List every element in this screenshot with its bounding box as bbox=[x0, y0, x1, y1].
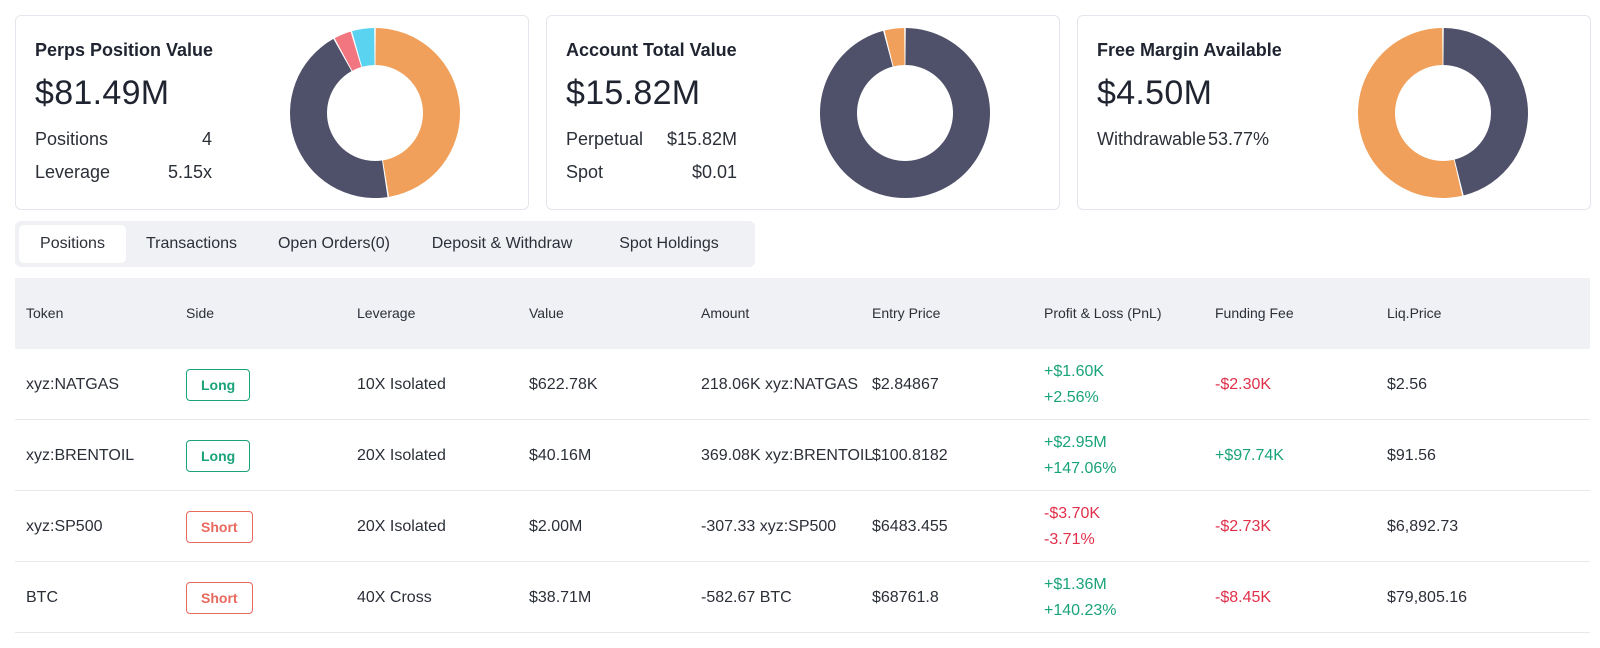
tab-spot-holdings[interactable]: Spot Holdings bbox=[619, 235, 719, 252]
header-value: Value bbox=[529, 305, 564, 321]
withdrawable-value: 53.77% bbox=[1208, 129, 1270, 149]
donut-segment-1 bbox=[290, 38, 388, 199]
summary-cards: Perps Position Value $81.49M Positions 4… bbox=[15, 15, 1591, 210]
table-row[interactable]: BTC Short 40X Cross $38.71M -582.67 BTC … bbox=[15, 562, 1590, 633]
card-value: $81.49M bbox=[35, 74, 170, 112]
positions-value: 4 bbox=[201, 129, 212, 149]
header-pnl: Profit & Loss (PnL) bbox=[1044, 305, 1162, 321]
amount-cell: -582.67 BTC bbox=[701, 589, 792, 606]
donut-segment-1 bbox=[884, 28, 905, 67]
donut-segment-1 bbox=[1358, 28, 1463, 199]
donut-segment-0 bbox=[375, 28, 460, 197]
pnl-percent: -3.71% bbox=[1044, 531, 1095, 548]
pnl-amount: +$1.60K bbox=[1044, 363, 1105, 380]
value-cell: $2.00M bbox=[529, 518, 583, 535]
token-cell: xyz:NATGAS bbox=[26, 376, 120, 393]
funding-fee-cell: -$2.73K bbox=[1215, 518, 1272, 535]
card-title: Free Margin Available bbox=[1097, 40, 1282, 60]
liq-price-cell: $6,892.73 bbox=[1387, 518, 1459, 535]
funding-fee-cell: -$8.45K bbox=[1215, 589, 1272, 606]
value-cell: $622.78K bbox=[529, 376, 598, 393]
positions-label: Positions bbox=[35, 129, 109, 149]
leverage-value: 5.15x bbox=[167, 162, 212, 182]
account-donut-chart bbox=[820, 28, 990, 199]
side-badge-short: Short bbox=[186, 582, 253, 614]
header-leverage: Leverage bbox=[357, 305, 416, 321]
perps-donut-chart bbox=[290, 28, 460, 199]
pnl-cell: +$1.36M +140.23% bbox=[1044, 562, 1117, 633]
amount-cell: 218.06K xyz:NATGAS bbox=[701, 376, 859, 393]
pnl-percent: +140.23% bbox=[1044, 602, 1117, 619]
card-value: $15.82M bbox=[566, 74, 701, 112]
entry-price-cell: $100.8182 bbox=[872, 447, 948, 464]
amount-cell: -307.33 xyz:SP500 bbox=[701, 518, 837, 535]
side-badge-long: Long bbox=[186, 369, 251, 401]
spot-label: Spot bbox=[566, 162, 604, 182]
donut-segment-0 bbox=[820, 28, 990, 199]
header-side: Side bbox=[186, 305, 215, 321]
value-cell: $38.71M bbox=[529, 589, 592, 606]
header-entry-price: Entry Price bbox=[872, 305, 941, 321]
entry-price-cell: $6483.455 bbox=[872, 518, 948, 535]
amount-cell: 369.08K xyz:BRENTOIL bbox=[701, 447, 874, 464]
liq-price-cell: $2.56 bbox=[1387, 376, 1428, 393]
perpetual-value: $15.82M bbox=[666, 129, 737, 149]
pnl-percent: +2.56% bbox=[1044, 389, 1099, 406]
pnl-cell: +$2.95M +147.06% bbox=[1044, 420, 1117, 491]
table-header: Token Side Leverage Value Amount Entry P… bbox=[15, 278, 1590, 349]
entry-price-cell: $2.84867 bbox=[872, 376, 939, 393]
pnl-amount: -$3.70K bbox=[1044, 505, 1101, 522]
donut-segment-2 bbox=[334, 31, 362, 71]
leverage-cell: 20X Isolated bbox=[357, 518, 446, 535]
side-badge-short: Short bbox=[186, 511, 253, 543]
value-cell: $40.16M bbox=[529, 447, 592, 464]
side-badge-long: Long bbox=[186, 440, 251, 472]
table-row[interactable]: xyz:BRENTOIL Long 20X Isolated $40.16M 3… bbox=[15, 420, 1590, 491]
perps-position-card: Perps Position Value $81.49M Positions 4… bbox=[15, 15, 529, 210]
tab-bar: Positions Transactions Open Orders(0) De… bbox=[15, 221, 755, 267]
perpetual-label: Perpetual bbox=[566, 129, 644, 149]
pnl-cell: +$1.60K +2.56% bbox=[1044, 349, 1104, 420]
card-value: $4.50M bbox=[1097, 74, 1213, 112]
donut-segment-3 bbox=[352, 28, 375, 67]
funding-fee-cell: +$97.74K bbox=[1215, 447, 1284, 464]
token-cell: BTC bbox=[26, 589, 58, 606]
account-total-card: Account Total Value $15.82M Perpetual $1… bbox=[546, 15, 1060, 210]
pnl-cell: -$3.70K -3.71% bbox=[1044, 491, 1100, 562]
header-amount: Amount bbox=[701, 305, 750, 321]
spot-value: $0.01 bbox=[691, 162, 737, 182]
leverage-cell: 10X Isolated bbox=[357, 376, 446, 393]
table-row[interactable]: xyz:SP500 Short 20X Isolated $2.00M -307… bbox=[15, 491, 1590, 562]
pnl-amount: +$2.95M bbox=[1044, 434, 1107, 451]
card-title: Account Total Value bbox=[566, 40, 737, 60]
liq-price-cell: $79,805.16 bbox=[1387, 589, 1468, 606]
tab-open-orders[interactable]: Open Orders(0) bbox=[277, 235, 391, 252]
header-token: Token bbox=[26, 305, 64, 321]
tab-deposit-withdraw[interactable]: Deposit & Withdraw bbox=[431, 235, 573, 252]
free-margin-card: Free Margin Available $4.50M Withdrawabl… bbox=[1077, 15, 1591, 210]
pnl-percent: +147.06% bbox=[1044, 460, 1117, 477]
entry-price-cell: $68761.8 bbox=[872, 589, 939, 606]
donut-segment-0 bbox=[1443, 28, 1528, 196]
tab-positions[interactable]: Positions bbox=[19, 225, 126, 263]
leverage-cell: 40X Cross bbox=[357, 589, 432, 606]
token-cell: xyz:BRENTOIL bbox=[26, 447, 135, 464]
tab-transactions[interactable]: Transactions bbox=[146, 235, 237, 252]
table-row[interactable]: xyz:NATGAS Long 10X Isolated $622.78K 21… bbox=[15, 349, 1590, 420]
card-title: Perps Position Value bbox=[35, 40, 214, 60]
token-cell: xyz:SP500 bbox=[26, 518, 103, 535]
margin-donut-chart bbox=[1358, 28, 1528, 199]
funding-fee-cell: -$2.30K bbox=[1215, 376, 1272, 393]
leverage-label: Leverage bbox=[35, 162, 111, 182]
withdrawable-label: Withdrawable bbox=[1097, 129, 1207, 149]
leverage-cell: 20X Isolated bbox=[357, 447, 446, 464]
header-liq-price: Liq.Price bbox=[1387, 305, 1442, 321]
header-funding-fee: Funding Fee bbox=[1215, 305, 1294, 321]
liq-price-cell: $91.56 bbox=[1387, 447, 1436, 464]
pnl-amount: +$1.36M bbox=[1044, 576, 1107, 593]
